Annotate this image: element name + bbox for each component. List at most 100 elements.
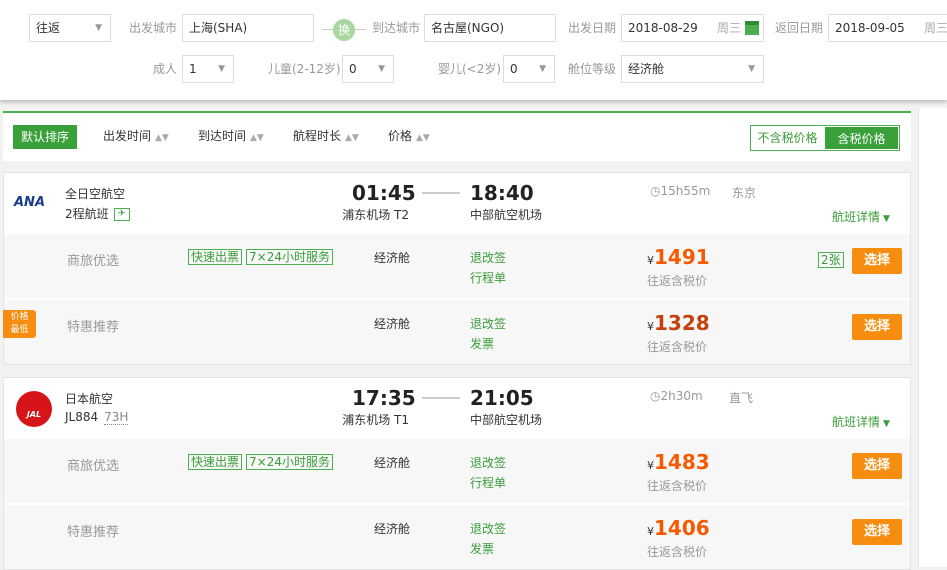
to-label: 到达城市 (372, 21, 421, 35)
flight-sub: JL884 (65, 410, 99, 424)
details-label: 航班详情 (832, 210, 881, 224)
fare-label: 商旅优选 (67, 254, 120, 269)
refund-rules-link[interactable]: 退改签 (470, 317, 507, 331)
from-city-input[interactable]: 上海(SHA) (182, 14, 314, 42)
from-label: 出发城市 (129, 21, 178, 35)
fare-row: 商旅优选 快速出票 7×24小时服务 经济舱 退改签 行程单 ¥1491 往返含税价 2张 选择 (4, 232, 910, 298)
service-tag: 快速出票 (188, 249, 243, 265)
depart-date-input[interactable]: 2018-08-29 周三 (621, 14, 764, 42)
return-weekday: 周三 (923, 21, 947, 35)
depart-weekday: 周三 (716, 21, 741, 35)
sort-default-button[interactable]: 默认排序 (13, 125, 78, 149)
arrive-time: 21:05 (470, 386, 534, 410)
sort-bar: 默认排序 出发时间 ▲▼ 到达时间 ▲▼ 航程时长 ▲▼ 价格 ▲▼ 不含税价格 含税价… (3, 111, 911, 161)
adult-value: 1 (189, 62, 197, 76)
chevron-down-icon: ▼ (95, 23, 102, 33)
price-note: 往返含税价 (647, 340, 708, 354)
sort-label: 到达时间 (198, 129, 247, 143)
cabin-class: 经济舱 (374, 317, 411, 331)
chevron-down-icon: ▼ (883, 214, 890, 224)
select-button[interactable]: 选择 (852, 453, 902, 479)
infant-select[interactable]: 0 ▼ (503, 55, 555, 83)
incl-tax-option[interactable]: 含税价格 (825, 127, 898, 149)
route-arrow (422, 397, 460, 399)
sort-depart-time[interactable]: 出发时间 ▲▼ (103, 127, 169, 144)
clock-icon: ◷ (650, 389, 661, 403)
sort-label: 价格 (388, 129, 413, 143)
jal-logo-mark: JAL (26, 410, 42, 419)
sort-price[interactable]: 价格 ▲▼ (388, 127, 430, 144)
depart-airport: 浦东机场 T2 (342, 208, 409, 222)
flight-details-link[interactable]: 航班详情 ▼ (832, 208, 890, 225)
duration-value: 2h30m (660, 389, 703, 403)
currency-symbol: ¥ (647, 525, 654, 538)
refund-rules-link[interactable]: 退改签 (470, 456, 507, 470)
select-button[interactable]: 选择 (852, 248, 902, 274)
chevron-down-icon: ▼ (539, 64, 546, 74)
seats-left-tag: 2张 (818, 252, 844, 268)
sort-arrows-icon: ▲▼ (155, 133, 169, 143)
aircraft-type[interactable]: 73H (104, 410, 129, 425)
flight-header: JAL 日本航空 JL884 73H 17:35 浦东机场 T1 21:05 中部航空机场 ◷2… (4, 378, 910, 437)
invoice-info[interactable]: 行程单 (470, 271, 507, 285)
service-tags: 快速出票 7×24小时服务 (188, 454, 337, 470)
fare-row: 特惠推荐 经济舱 退改签 发票 ¥1406 往返含税价 选择 (4, 503, 910, 569)
depart-time: 17:35 (352, 386, 416, 410)
to-city-input[interactable]: 名古屋(NGO) (424, 14, 556, 42)
sort-arrows-icon: ▲▼ (416, 133, 430, 143)
fare-label: 商旅优选 (67, 459, 120, 474)
child-label: 儿童(2-12岁) (268, 62, 341, 76)
depart-time: 01:45 (352, 181, 416, 205)
refund-rules-link[interactable]: 退改签 (470, 522, 507, 536)
invoice-info[interactable]: 发票 (470, 337, 495, 351)
fare-label: 特惠推荐 (67, 320, 120, 335)
cabin-select[interactable]: 经济舱 ▼ (621, 55, 764, 83)
select-button[interactable]: 选择 (852, 314, 902, 340)
stop-info: 东京 (732, 186, 757, 200)
chevron-down-icon: ▼ (218, 64, 225, 74)
to-city-value: 名古屋(NGO) (431, 21, 505, 35)
stop-info: 直飞 (729, 391, 754, 405)
child-select[interactable]: 0 ▼ (342, 55, 394, 83)
airline-name: 日本航空 (65, 392, 114, 406)
invoice-info[interactable]: 行程单 (470, 476, 507, 490)
adult-label: 成人 (153, 62, 178, 76)
flight-number: 2程航班 ✈ (65, 205, 130, 222)
price-note: 往返含税价 (647, 479, 708, 493)
select-button[interactable]: 选择 (852, 519, 902, 545)
excl-tax-option[interactable]: 不含税价格 (757, 131, 818, 145)
adult-select[interactable]: 1 ▼ (182, 55, 234, 83)
price: ¥1491 (647, 245, 710, 269)
refund-rules-link[interactable]: 退改签 (470, 251, 507, 265)
service-tag: 7×24小时服务 (246, 454, 333, 470)
duration: ◷15h55m (650, 184, 710, 198)
tax-toggle: 不含税价格 含税价格 (750, 125, 900, 151)
return-label: 返回日期 (775, 21, 824, 35)
duration-value: 15h55m (660, 184, 711, 198)
flight-card: ANA 全日空航空 2程航班 ✈ 01:45 浦东机场 T2 18:40 中部航空机场 ◷15h… (3, 172, 911, 365)
trip-type-select[interactable]: 往返 ▼ (29, 14, 111, 42)
price-value: 1406 (654, 516, 710, 540)
return-date-input[interactable]: 2018-09-05 周三 (828, 14, 947, 42)
price: ¥1328 (647, 311, 710, 335)
airline-name: 全日空航空 (65, 187, 126, 201)
ana-logo-mark: ANA (14, 195, 46, 210)
depart-airport: 浦东机场 T1 (342, 413, 409, 427)
arrive-airport: 中部航空机场 (470, 413, 543, 427)
cabin-class: 经济舱 (374, 456, 411, 470)
invoice-info[interactable]: 发票 (470, 542, 495, 556)
price-note: 往返含税价 (647, 545, 708, 559)
calendar-icon[interactable] (745, 21, 759, 35)
search-panel: 往返 ▼ 出发城市 上海(SHA) 换 到达城市 名古屋(NGO) 出发日期 20… (0, 0, 947, 100)
cabin-class: 经济舱 (374, 251, 411, 265)
service-tags: 快速出票 7×24小时服务 (188, 249, 337, 265)
clock-icon: ◷ (650, 184, 661, 198)
duration: ◷2h30m (650, 389, 703, 403)
fare-row: 价格最低 特惠推荐 经济舱 退改签 发票 ¥1328 往返含税价 选择 (3, 298, 910, 364)
swap-button[interactable]: 换 (333, 19, 355, 41)
depart-date-value: 2018-08-29 (628, 21, 698, 35)
sort-duration[interactable]: 航程时长 ▲▼ (293, 127, 359, 144)
sort-arrive-time[interactable]: 到达时间 ▲▼ (198, 127, 264, 144)
sort-label: 出发时间 (103, 129, 152, 143)
flight-details-link[interactable]: 航班详情 ▼ (832, 413, 890, 430)
